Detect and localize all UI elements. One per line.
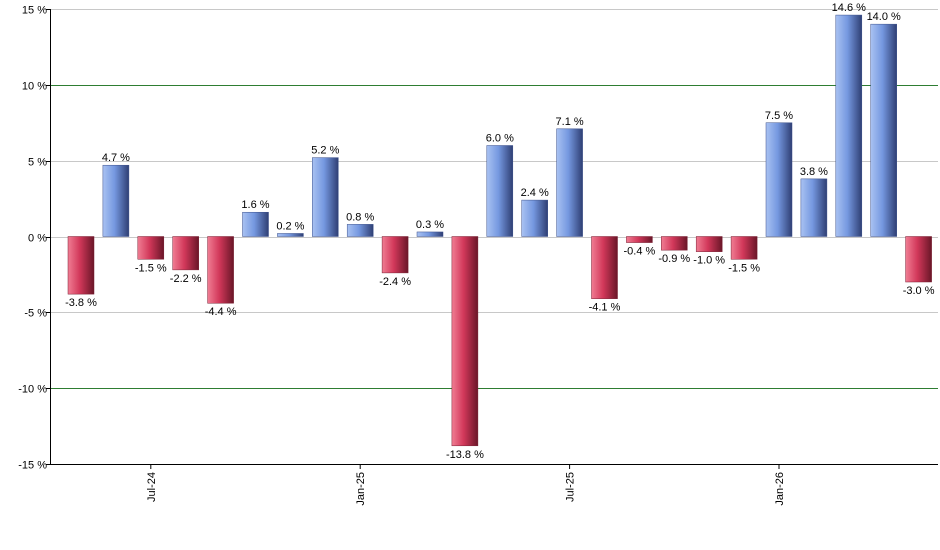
data-label-15: -4.1 % bbox=[589, 302, 621, 314]
data-label-12: 6.0 % bbox=[486, 133, 514, 145]
y-tick-label-6: -15 % bbox=[18, 460, 47, 472]
data-label-20: 7.5 % bbox=[765, 110, 793, 122]
bar-4 bbox=[207, 236, 234, 304]
bar-6 bbox=[277, 233, 304, 237]
data-label-9: -2.4 % bbox=[379, 276, 411, 288]
data-label-21: 3.8 % bbox=[800, 166, 828, 178]
bar-12 bbox=[486, 145, 514, 237]
bar-8 bbox=[346, 224, 374, 237]
data-label-17: -0.9 % bbox=[658, 253, 690, 265]
y-tick-label-4: -5 % bbox=[24, 308, 47, 320]
data-label-0: -3.8 % bbox=[65, 297, 97, 309]
bar-0 bbox=[67, 236, 95, 295]
bar-3 bbox=[172, 236, 199, 271]
data-label-3: -2.2 % bbox=[170, 273, 202, 285]
data-label-19: -1.5 % bbox=[728, 262, 760, 274]
bar-17 bbox=[661, 236, 688, 251]
bar-1 bbox=[102, 164, 130, 237]
data-label-24: -3.0 % bbox=[903, 285, 935, 297]
bar-24 bbox=[905, 236, 932, 283]
data-label-4: -4.4 % bbox=[205, 306, 237, 318]
bar-19 bbox=[730, 236, 758, 260]
data-label-2: -1.5 % bbox=[135, 262, 167, 274]
x-tick-label-3: Jan-26 bbox=[774, 472, 786, 506]
bar-15 bbox=[591, 236, 618, 299]
bars bbox=[67, 14, 932, 447]
x-tick-label-2: Jul-25 bbox=[565, 472, 577, 502]
bar-13 bbox=[521, 199, 548, 237]
data-label-11: -13.8 % bbox=[446, 449, 484, 461]
bar-10 bbox=[416, 231, 444, 237]
axes: 15 % 10 % 5 % 0 % -5 % -10 % -15 % Jul-24 Jan-25… bbox=[18, 5, 938, 506]
bar-20 bbox=[765, 122, 793, 237]
y-tick-label-3: 0 % bbox=[28, 233, 47, 245]
y-tick-label-5: -10 % bbox=[18, 384, 47, 396]
data-label-6: 0.2 % bbox=[276, 220, 304, 232]
data-labels: -3.8 %4.7 %-1.5 %-2.2 %-4.4 %1.6 %0.2 %5… bbox=[65, 2, 935, 461]
data-label-5: 1.6 % bbox=[241, 199, 269, 211]
data-label-22: 14.6 % bbox=[832, 2, 866, 14]
data-label-10: 0.3 % bbox=[416, 219, 444, 231]
bar-7 bbox=[312, 157, 339, 237]
bar-22 bbox=[835, 14, 863, 237]
bar-16 bbox=[626, 236, 653, 243]
data-label-8: 0.8 % bbox=[346, 211, 374, 223]
y-tick-label-0: 15 % bbox=[22, 5, 47, 17]
data-label-16: -0.4 % bbox=[624, 246, 656, 258]
y-tick-label-2: 5 % bbox=[28, 157, 47, 169]
bar-21 bbox=[800, 178, 828, 237]
bar-18 bbox=[695, 236, 723, 252]
x-tick-label-1: Jan-25 bbox=[355, 472, 367, 506]
x-tick-label-0: Jul-24 bbox=[146, 472, 158, 502]
bar-9 bbox=[381, 236, 409, 274]
y-tick-label-1: 10 % bbox=[22, 81, 47, 93]
data-label-18: -1.0 % bbox=[693, 255, 725, 267]
data-label-14: 7.1 % bbox=[556, 116, 584, 128]
data-label-1: 4.7 % bbox=[102, 152, 130, 164]
bar-11 bbox=[451, 236, 479, 447]
data-label-23: 14.0 % bbox=[867, 11, 901, 23]
bar-5 bbox=[242, 211, 269, 237]
data-label-7: 5.2 % bbox=[311, 145, 339, 157]
bar-2 bbox=[137, 236, 165, 260]
data-label-13: 2.4 % bbox=[521, 187, 549, 199]
bar-14 bbox=[556, 128, 583, 237]
bar-23 bbox=[870, 23, 897, 237]
